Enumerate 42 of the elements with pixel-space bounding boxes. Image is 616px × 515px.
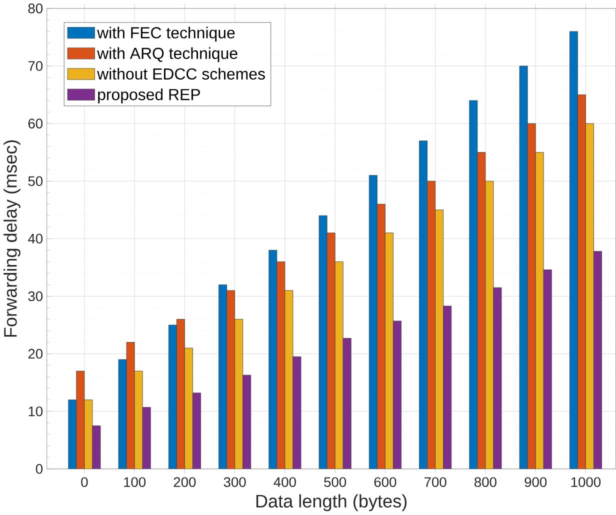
- x-axis-title: Data length (bytes): [256, 494, 407, 512]
- x-tick-label: 500: [324, 477, 346, 488]
- bar: [268, 250, 278, 470]
- legend-label: with ARQ technique: [97, 47, 238, 62]
- bar: [68, 400, 77, 470]
- legend-label: proposed REP: [98, 88, 200, 104]
- bar: [134, 371, 143, 470]
- legend-label: with FEC technique: [97, 26, 235, 42]
- bar: [184, 348, 193, 470]
- y-tick-label: 10: [28, 406, 43, 416]
- bar: [586, 123, 594, 470]
- bar: [334, 262, 344, 470]
- x-tick-label: 800: [474, 477, 496, 488]
- bar: [234, 319, 244, 470]
- x-tick-label: 0: [81, 477, 88, 488]
- bar: [384, 232, 394, 470]
- x-tick-label: 200: [174, 477, 196, 488]
- bar: [535, 152, 544, 470]
- x-tick-label: 900: [524, 477, 547, 488]
- y-tick-label: 50: [28, 176, 43, 186]
- bar: [569, 31, 578, 470]
- y-tick-label: 80: [28, 4, 43, 14]
- bar: [168, 324, 177, 470]
- bar: [368, 175, 378, 470]
- y-tick-label: 70: [28, 61, 43, 72]
- y-axis-title: Forwarding delay (msec): [4, 140, 20, 337]
- y-tick-label: 20: [28, 349, 43, 359]
- y-tick-label: 60: [28, 118, 43, 129]
- x-tick-label: 300: [224, 477, 246, 488]
- x-tick-label: 1000: [571, 477, 601, 488]
- y-tick-label: 0: [36, 464, 43, 474]
- bar: [469, 100, 478, 470]
- x-tick-label: 600: [374, 477, 396, 488]
- y-tick-label: 40: [28, 234, 43, 244]
- x-tick-label: 400: [274, 477, 296, 488]
- y-tick-label: 30: [28, 291, 43, 302]
- legend-label: without EDCC schemes: [97, 68, 265, 80]
- bar: [435, 210, 444, 470]
- bar: [419, 140, 428, 470]
- x-tick-label: 700: [424, 477, 446, 488]
- x-tick-label: 100: [124, 477, 146, 488]
- bar: [218, 284, 228, 470]
